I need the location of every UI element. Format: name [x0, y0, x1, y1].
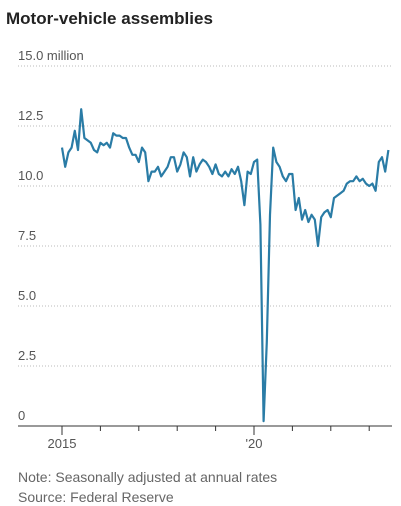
note: Note: Seasonally adjusted at annual rate…: [18, 469, 277, 485]
chart-title: Motor-vehicle assemblies: [6, 9, 213, 28]
source: Source: Federal Reserve: [18, 489, 174, 505]
y-tick-label: 7.5: [18, 228, 36, 243]
y-tick-label: 10.0: [18, 168, 43, 183]
y-tick-label: 5.0: [18, 288, 36, 303]
data-line: [60, 108, 390, 423]
x-tick-label: '20: [246, 436, 263, 451]
x-tick-label: 2015: [48, 436, 77, 451]
y-tick-label: 0: [18, 408, 25, 423]
y-tick-label: 15.0 million: [18, 48, 84, 63]
y-tick-label: 2.5: [18, 348, 36, 363]
y-tick-label: 12.5: [18, 108, 43, 123]
